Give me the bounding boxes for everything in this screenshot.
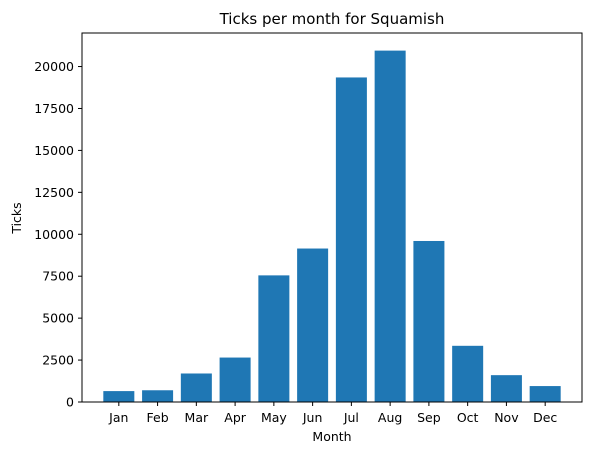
bar-aug <box>374 50 406 403</box>
y-tick-label: 17500 <box>34 101 74 116</box>
x-tick-label: Jan <box>108 410 128 425</box>
x-axis-label: Month <box>312 429 351 444</box>
chart-title: Ticks per month for Squamish <box>219 10 445 28</box>
y-tick-label: 7500 <box>42 269 74 284</box>
bar-mar <box>180 373 212 402</box>
x-tick-label: Feb <box>147 410 169 425</box>
x-tick-label: Mar <box>185 410 209 425</box>
bar-sep <box>413 240 445 402</box>
x-tick-label: Nov <box>494 410 519 425</box>
y-tick-label: 15000 <box>34 143 74 158</box>
x-tick-label: Sep <box>417 410 441 425</box>
x-tick-label: Dec <box>533 410 557 425</box>
y-tick-label: 10000 <box>34 227 74 242</box>
y-axis-label: Ticks <box>9 202 24 234</box>
bars-group <box>103 50 561 403</box>
bar-jan <box>103 391 135 402</box>
bar-dec <box>529 386 561 402</box>
bar-jul <box>335 77 367 402</box>
x-tick-label: May <box>261 410 287 425</box>
plot-frame <box>81 32 583 403</box>
x-tick-label: Jul <box>343 410 359 425</box>
bar-may <box>258 275 290 402</box>
x-axis: Jan Feb Mar Apr May Jun Jul Aug Sep Oct Nov Dec <box>108 402 557 425</box>
x-tick-label: Apr <box>224 410 246 425</box>
bar-oct <box>452 345 484 402</box>
x-tick-label: Oct <box>457 410 479 425</box>
y-tick-label: 2500 <box>42 353 74 368</box>
bar-apr <box>219 357 251 402</box>
y-axis: 0 2500 5000 7500 10000 12500 15000 17500 20000 <box>34 59 82 410</box>
bar-jun <box>297 248 329 402</box>
x-tick-label: Jun <box>302 410 323 425</box>
y-tick-label: 12500 <box>34 185 74 200</box>
y-tick-label: 0 <box>66 395 74 410</box>
y-tick-label: 5000 <box>42 311 74 326</box>
bar-nov <box>490 375 522 402</box>
bar-feb <box>142 390 174 402</box>
x-tick-label: Aug <box>378 410 402 425</box>
y-tick-label: 20000 <box>34 59 74 74</box>
